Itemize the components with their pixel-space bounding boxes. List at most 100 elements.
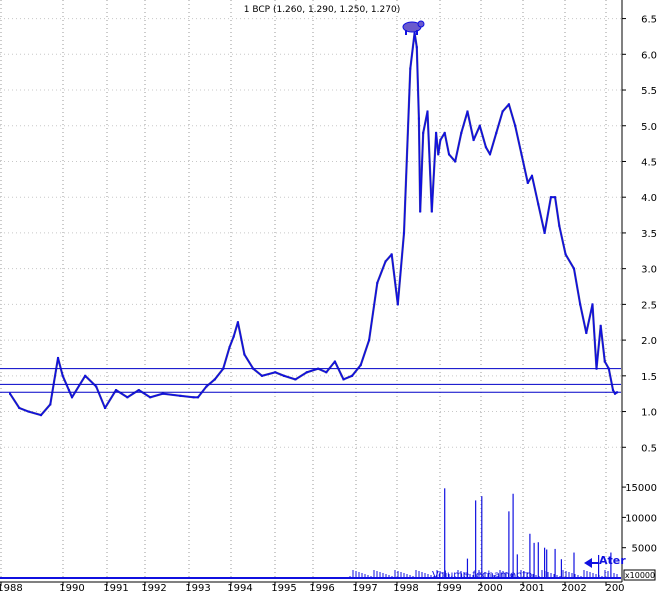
price-point bbox=[430, 210, 433, 213]
price-point bbox=[472, 139, 475, 142]
x-tick-label: 1991 bbox=[103, 583, 128, 592]
price-point bbox=[9, 392, 11, 395]
x-tick-label: 1992 bbox=[141, 583, 166, 592]
bear-icon bbox=[402, 20, 425, 35]
price-point bbox=[236, 321, 239, 324]
support-lines bbox=[0, 368, 621, 393]
price-point bbox=[531, 174, 533, 177]
price-point bbox=[376, 281, 379, 284]
price-point bbox=[558, 224, 561, 227]
y-tick-label: 3.0 bbox=[641, 265, 657, 276]
price-point bbox=[484, 146, 487, 149]
x-tick-label: 1995 bbox=[271, 583, 296, 592]
price-point bbox=[501, 110, 504, 113]
price-point bbox=[261, 374, 263, 377]
x-tick-label: 1993 bbox=[185, 583, 210, 592]
chart-title: 1 BCP (1.260, 1.290, 1.250, 1.270) bbox=[244, 5, 400, 15]
price-point bbox=[595, 367, 598, 370]
price-point bbox=[197, 396, 199, 399]
price-point bbox=[466, 110, 469, 113]
price-point bbox=[402, 231, 405, 234]
ater-arrow: Ater bbox=[584, 554, 626, 568]
volume-tick-label: 15000 bbox=[625, 483, 657, 494]
price-point bbox=[419, 210, 422, 213]
price-point bbox=[252, 367, 255, 370]
x-tick-label: 1996 bbox=[309, 583, 334, 592]
y-tick-label: 4.5 bbox=[641, 157, 657, 168]
price-point bbox=[537, 203, 540, 206]
y-tick-label: 6.5 bbox=[641, 15, 657, 26]
price-point bbox=[179, 394, 182, 397]
price-point bbox=[489, 153, 491, 156]
price-point bbox=[67, 389, 70, 392]
price-point bbox=[40, 414, 42, 417]
price-point bbox=[27, 410, 30, 413]
volume-tick-label: 5000 bbox=[632, 544, 657, 555]
price-point bbox=[495, 131, 498, 134]
price-point bbox=[437, 153, 440, 156]
price-point bbox=[368, 339, 371, 342]
price-point bbox=[126, 396, 129, 399]
price-point bbox=[614, 392, 616, 395]
price-point bbox=[18, 406, 21, 409]
price-point bbox=[232, 335, 235, 338]
volume-tick-label: 10000 bbox=[625, 513, 657, 524]
price-point bbox=[460, 131, 463, 134]
price-point bbox=[573, 267, 575, 270]
price-point bbox=[579, 303, 582, 306]
y-tick-label: 6.0 bbox=[641, 50, 657, 61]
price-point bbox=[543, 231, 546, 234]
y-tick-label: 0.5 bbox=[641, 443, 657, 454]
price-point bbox=[205, 385, 208, 388]
price-point bbox=[49, 403, 52, 406]
price-point bbox=[192, 396, 195, 399]
volume-series bbox=[0, 488, 621, 579]
price-point bbox=[435, 131, 438, 134]
price-point bbox=[526, 181, 529, 184]
x-tick-label: 1988 bbox=[0, 583, 23, 592]
price-point bbox=[413, 31, 416, 34]
price-point bbox=[520, 153, 523, 156]
y-tick-label: 5.5 bbox=[641, 86, 657, 97]
price-point bbox=[426, 110, 429, 113]
price-point bbox=[283, 374, 285, 377]
price-point bbox=[325, 371, 328, 374]
y-tick-label: 3.5 bbox=[641, 229, 657, 240]
price-point bbox=[443, 131, 446, 134]
price-point bbox=[507, 103, 510, 106]
price-point bbox=[57, 356, 60, 359]
price-point bbox=[317, 367, 320, 370]
price-point bbox=[549, 196, 552, 199]
price-point bbox=[390, 253, 393, 256]
volume-multiplier-label: x10000 bbox=[625, 571, 655, 580]
price-point bbox=[333, 360, 336, 363]
y-tick-label: 2.5 bbox=[641, 300, 657, 311]
y-tick-label: 1.0 bbox=[641, 408, 657, 419]
price-point bbox=[417, 117, 420, 120]
price-point bbox=[274, 371, 277, 374]
price-point bbox=[71, 396, 73, 399]
price-point bbox=[222, 367, 225, 370]
volume-legend: Volume fechamento bbox=[432, 570, 532, 581]
price-point bbox=[342, 378, 345, 381]
y-tick-label: 4.0 bbox=[641, 193, 657, 204]
price-point bbox=[514, 124, 517, 127]
price-point bbox=[213, 378, 216, 381]
x-tick-label: 2002 bbox=[561, 583, 586, 592]
x-tick-label: 1999 bbox=[436, 583, 461, 592]
gridlines bbox=[0, 0, 621, 580]
price-point bbox=[396, 303, 399, 306]
price-point bbox=[305, 371, 308, 374]
price-point bbox=[607, 367, 610, 370]
price-point bbox=[439, 139, 442, 142]
price-point bbox=[84, 374, 87, 377]
x-tick-label: 2001 bbox=[519, 583, 544, 592]
price-point bbox=[611, 389, 614, 392]
price-point bbox=[599, 324, 602, 327]
price-point bbox=[478, 124, 481, 127]
price-point bbox=[104, 406, 106, 409]
price-point bbox=[351, 374, 354, 377]
y-tick-label: 2.0 bbox=[641, 336, 657, 347]
